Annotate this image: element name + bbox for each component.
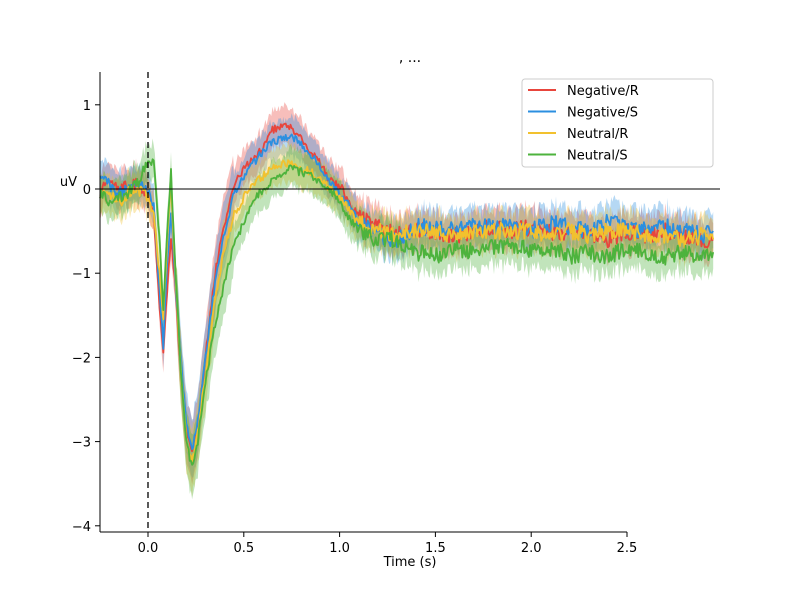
series-line-negative-s xyxy=(99,133,714,451)
x-tick-label: 2.5 xyxy=(617,541,638,556)
x-tick-label: 1.0 xyxy=(329,541,350,556)
series-line-neutral-r xyxy=(99,159,715,464)
y-axis-label: uV xyxy=(60,175,77,190)
series-lines xyxy=(99,122,715,466)
band-negative-s xyxy=(100,113,714,478)
legend-label-negative-r: Negative/R xyxy=(567,84,639,99)
chart-title: , ... xyxy=(399,50,421,66)
series-line-negative-r xyxy=(99,122,714,453)
confidence-bands xyxy=(100,102,714,500)
y-tick-label: −3 xyxy=(72,436,91,451)
legend-frame xyxy=(521,78,714,168)
y-tick-label: −1 xyxy=(72,267,91,282)
legend-label-negative-s: Negative/S xyxy=(567,106,638,121)
band-neutral-r xyxy=(100,138,714,497)
series-line-neutral-s xyxy=(99,158,715,466)
y-ticks: 1 0 −1 −2 −3 −4 xyxy=(72,99,100,535)
x-tick-label: 1.5 xyxy=(425,541,446,556)
legend: Negative/R Negative/S Neutral/R Neutral/S xyxy=(521,78,714,168)
legend-label-neutral-s: Neutral/S xyxy=(567,149,628,164)
x-tick-label: 2.0 xyxy=(521,541,542,556)
legend-label-neutral-r: Neutral/R xyxy=(567,127,628,142)
y-tick-label: −4 xyxy=(72,520,91,535)
band-neutral-s xyxy=(100,138,714,500)
y-tick-label: 0 xyxy=(83,183,91,198)
x-axis-label: Time (s) xyxy=(383,555,437,570)
x-tick-label: 0.0 xyxy=(138,541,159,556)
x-tick-label: 0.5 xyxy=(233,541,254,556)
x-ticks: 0.0 0.5 1.0 1.5 2.0 2.5 xyxy=(138,532,638,556)
y-tick-label: −2 xyxy=(72,351,91,366)
y-tick-label: 1 xyxy=(83,99,91,114)
